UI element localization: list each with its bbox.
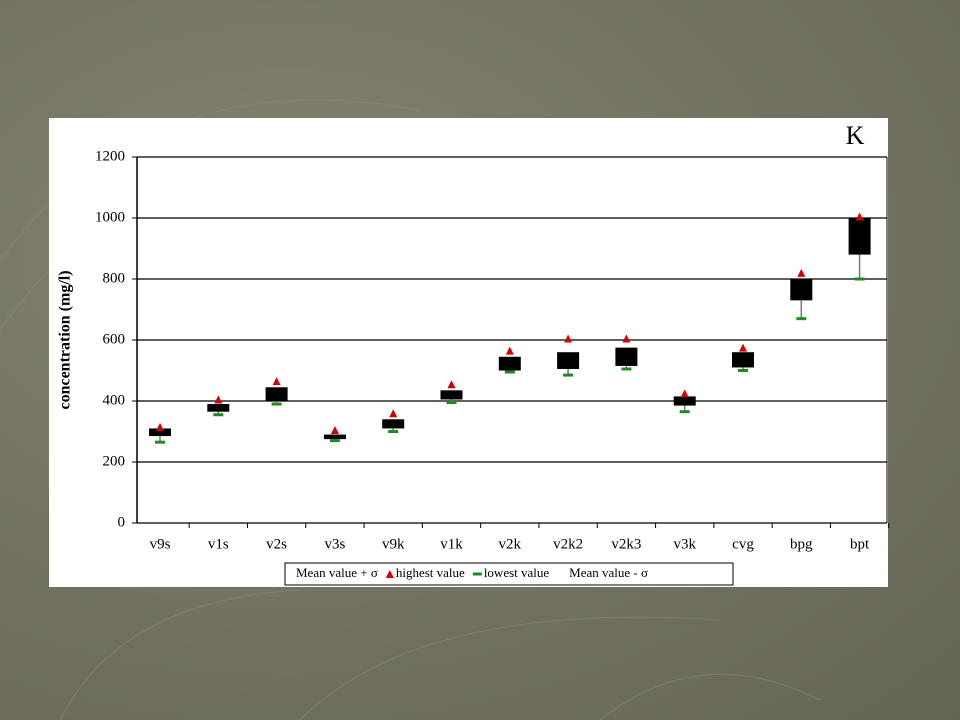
y-tick-label: 1200 <box>95 148 125 164</box>
legend-label: Mean value - σ <box>569 565 648 580</box>
panel-letter: K <box>846 121 865 150</box>
x-tick-label: bpt <box>850 536 870 552</box>
lowest-marker <box>155 440 165 444</box>
x-tick-label: v2k <box>499 536 522 552</box>
lowest-marker <box>621 367 632 371</box>
sigma-box <box>440 390 463 400</box>
sigma-box <box>557 352 580 369</box>
highest-marker <box>855 212 864 221</box>
highest-marker <box>447 380 456 389</box>
highest-marker <box>622 334 631 343</box>
legend-box <box>284 562 734 586</box>
highest-marker <box>214 395 223 404</box>
highest-marker <box>156 422 164 431</box>
x-tick-label: cvg <box>732 536 754 552</box>
sigma-box <box>848 218 871 255</box>
lowest-marker <box>738 369 748 372</box>
x-tick-label: v9k <box>382 536 405 552</box>
y-tick-label: 400 <box>103 392 126 408</box>
x-tick-label: v2k3 <box>611 536 641 552</box>
highest-marker <box>389 409 398 418</box>
sigma-box <box>265 387 288 401</box>
lowest-marker <box>796 317 807 321</box>
sigma-box <box>790 279 813 301</box>
highest-marker <box>564 334 573 343</box>
x-tick-label: v2k2 <box>553 536 583 552</box>
highest-marker <box>797 268 806 277</box>
y-tick-label: 200 <box>103 453 126 469</box>
lowest-marker <box>446 401 457 405</box>
x-tick-label: v3s <box>324 536 345 552</box>
x-tick-label: v9s <box>150 536 171 552</box>
sigma-box <box>323 434 346 440</box>
x-tick-label: v2s <box>266 536 287 552</box>
decor-arc <box>599 673 821 720</box>
sigma-box <box>732 352 754 368</box>
x-tick-label: bpg <box>790 536 813 552</box>
y-tick-label: 800 <box>103 270 126 286</box>
y-axis-label: concentration (mg/l) <box>57 270 74 409</box>
legend-label: Mean value + σ <box>296 565 378 580</box>
sigma-box <box>673 396 696 406</box>
sigma-box <box>207 404 230 412</box>
lowest-marker <box>388 430 399 433</box>
legend-label: lowest value <box>484 565 550 580</box>
sigma-box <box>615 347 638 366</box>
lowest-marker <box>679 410 690 414</box>
highest-marker <box>680 389 689 398</box>
lowest-marker <box>854 277 865 281</box>
lowest-marker <box>329 439 340 443</box>
highest-marker <box>739 343 747 352</box>
sigma-box <box>382 419 405 429</box>
x-tick-label: v3k <box>673 536 696 552</box>
legend-swatch <box>472 572 482 576</box>
x-tick-label: v1k <box>440 536 463 552</box>
legend-swatch <box>385 570 394 578</box>
y-tick-label: 1000 <box>95 209 125 225</box>
legend-label: highest value <box>396 565 465 580</box>
x-tick-label: v1s <box>208 536 229 552</box>
lowest-marker <box>271 402 282 406</box>
lowest-marker <box>213 413 224 417</box>
lowest-marker <box>563 373 574 377</box>
highest-marker <box>505 346 514 355</box>
lowest-marker <box>504 370 515 374</box>
highest-marker <box>272 377 281 386</box>
sigma-box <box>498 356 521 371</box>
y-tick-label: 600 <box>103 331 126 347</box>
highest-marker <box>330 425 339 434</box>
y-tick-label: 0 <box>118 514 126 530</box>
decor-arc <box>59 589 301 720</box>
decor-arc <box>299 616 721 720</box>
sigma-box <box>149 428 171 437</box>
